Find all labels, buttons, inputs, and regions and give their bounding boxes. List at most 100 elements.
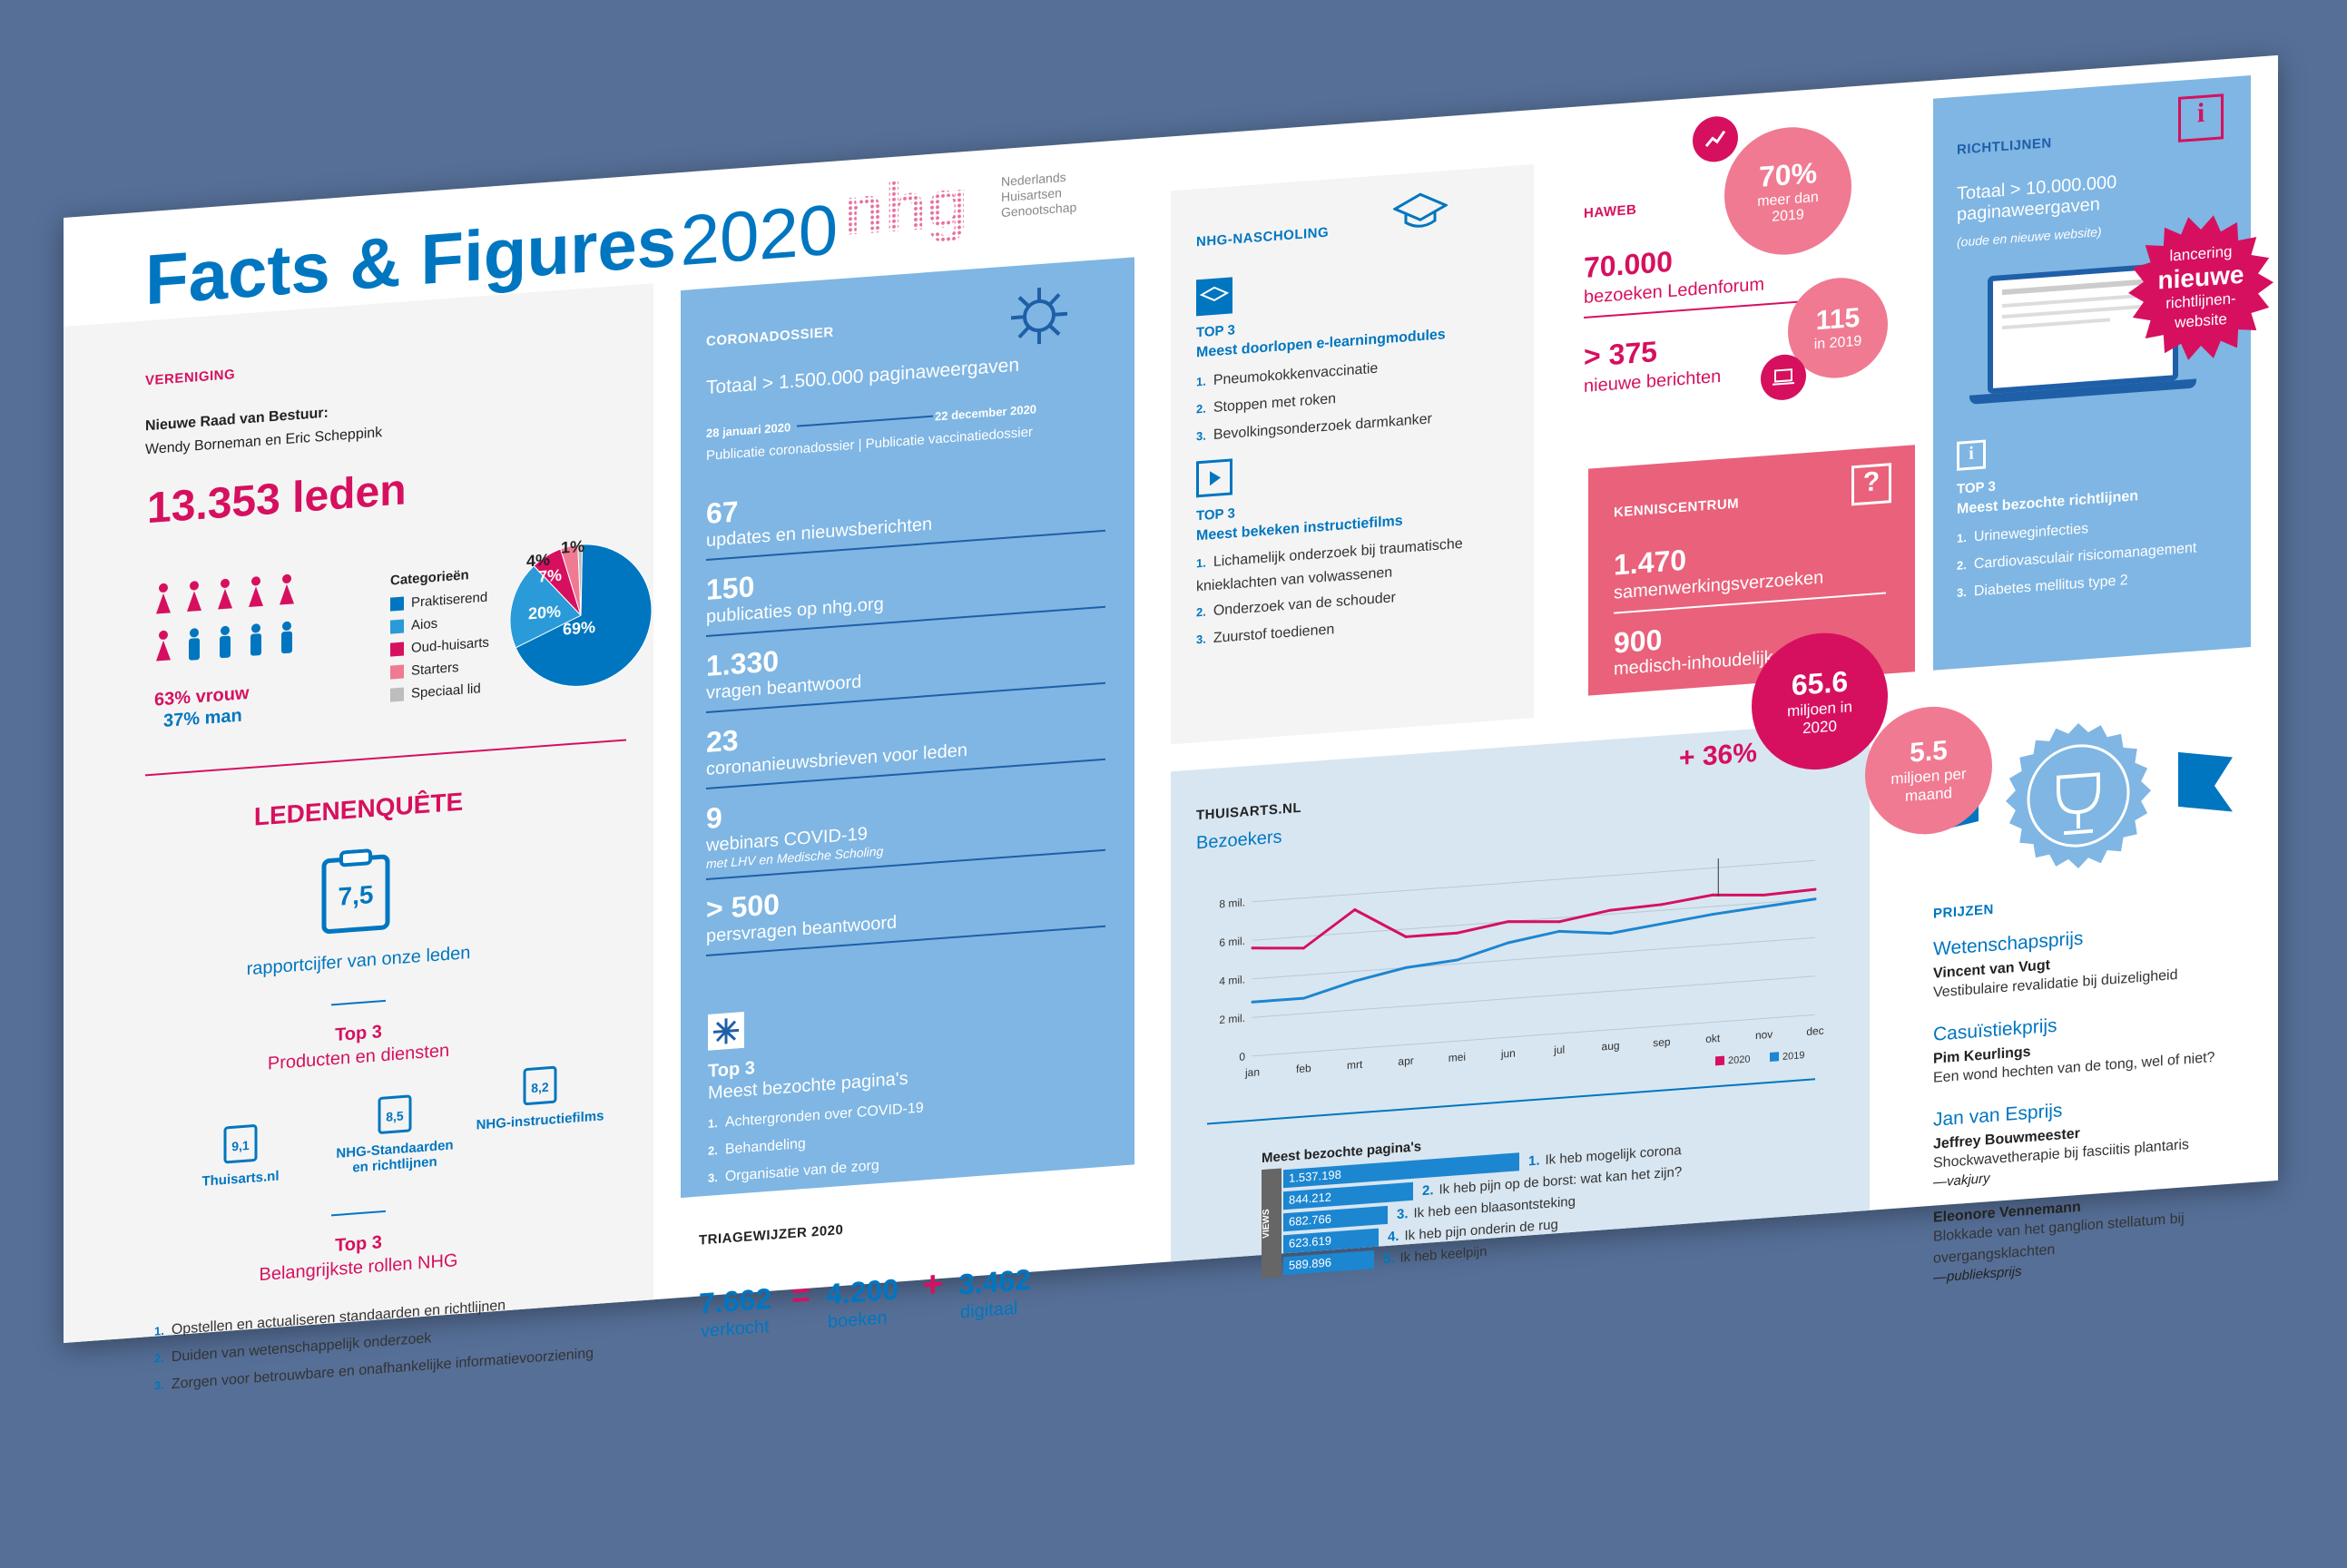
woman-icon — [156, 583, 171, 614]
stat-block: 150 publicaties op nhg.org — [706, 544, 1105, 638]
x-tick-label: dec — [1806, 1024, 1823, 1038]
series-line-2019 — [1252, 897, 1816, 1004]
circle-text: meer dan 2019 — [1757, 189, 1819, 225]
data-point — [1609, 908, 1613, 912]
logo-letters: nhg — [842, 164, 968, 250]
grid-line — [1252, 859, 1815, 903]
date-start: 28 januari 2020 — [706, 420, 791, 441]
legend-swatch — [1770, 1052, 1779, 1062]
members-pie-chart: 69%20% 7%4% 1% — [509, 537, 653, 687]
corona-pages-list: 1. Achtergronden over COVID-19 2. Behandel… — [708, 1094, 924, 1191]
categories-legend: Praktiserend Aios Oud-huisarts Starters Spec… — [390, 590, 489, 710]
woman-icon — [156, 630, 171, 662]
score-text: rapportcijfer van onze leden — [246, 943, 471, 980]
play-icon — [1196, 458, 1232, 498]
product-name: Thuisarts.nl — [201, 1168, 280, 1190]
nhg-logo: nhg Nederlands Huisartsen Genootschap — [842, 157, 1142, 260]
vereniging-label: VERENIGING — [145, 367, 236, 389]
leden-count: 13.353 leden — [147, 466, 407, 534]
prijzen-label: PRIJZEN — [1933, 901, 1994, 922]
info-icon: i — [2178, 93, 2224, 142]
richtlijnen-top3: TOP 3 — [1957, 478, 1996, 497]
data-point — [1507, 941, 1510, 945]
views-axis-label: VIEWS — [1262, 1168, 1282, 1279]
richtlijnen-label: RICHTLIJNEN — [1957, 135, 2052, 158]
kennis-label: KENNISCENTRUM — [1614, 495, 1740, 521]
x-tick-label: okt — [1705, 1032, 1721, 1045]
kennis-n1: 1.470 — [1614, 543, 1687, 582]
product-score: 8,5 — [386, 1108, 404, 1123]
rank: 3. — [1397, 1205, 1409, 1222]
prize-item: Wetenschapsprijs Vincent van Vugt Vestibul… — [1933, 916, 2242, 1004]
stat-block: > 500 persvragen beantwoord — [706, 863, 1105, 957]
circle-number: 115 — [1815, 302, 1861, 337]
richtlijnen-list: 1. Urineweginfecties 2. Cardiovasculair ri… — [1957, 507, 2196, 606]
woman-icon — [280, 573, 294, 605]
categories-title: Categorieën — [390, 567, 469, 589]
data-point — [1251, 1000, 1254, 1004]
triage-label: TRIAGEWIJZER 2020 — [699, 1221, 844, 1249]
data-point — [1353, 908, 1357, 912]
enquete-title: LEDENENQUÊTE — [253, 787, 464, 831]
prize-item: Jan van Esprijs Jeffrey Bouwmeester Shockw… — [1933, 1087, 2242, 1190]
legend-item: Aios — [390, 612, 489, 635]
circle-text: miljoen per maand — [1890, 765, 1967, 805]
graduation-cap-icon — [1393, 192, 1448, 228]
grid-line — [1252, 898, 1815, 941]
legend-label: Oud-huisarts — [411, 634, 489, 656]
stat-block: 23 coronanieuwsbrieven voor leden — [706, 696, 1105, 790]
pie-slice — [515, 544, 653, 687]
man-pct: 37% man — [163, 705, 242, 731]
chart-icon — [1693, 114, 1738, 164]
stat-block: 67 updates en nieuwsberichten — [706, 467, 1105, 562]
legend-label: Aios — [411, 615, 438, 633]
haweb-label: HAWEB — [1584, 201, 1637, 221]
legend-label: Praktiserend — [411, 589, 488, 611]
data-point — [1813, 897, 1817, 901]
question-icon: ? — [1851, 463, 1891, 506]
triage-b-text: boeken — [828, 1308, 888, 1333]
corona-top3: Top 3 — [708, 1058, 755, 1082]
data-point — [1455, 931, 1458, 935]
info-small-icon: i — [1957, 439, 1986, 471]
equals-sign: = — [791, 1275, 811, 1315]
data-point — [1507, 920, 1510, 924]
legend-swatch — [390, 687, 404, 702]
clipboard-icon: 7,5 — [319, 847, 392, 936]
people-icons — [156, 573, 294, 662]
legend-swatch — [390, 619, 404, 634]
nascholing-panel: NHG-NASCHOLING TOP 3 Meest doorlopen e-l… — [1171, 164, 1534, 745]
legend-label: 2020 — [1728, 1054, 1750, 1067]
legend-item: Praktiserend — [390, 590, 489, 612]
data-point — [1660, 922, 1664, 926]
infographic-sheet: Facts & Figures 2020 nhg Nederlands Huis… — [64, 54, 2278, 1393]
logo-graphic: nhg — [842, 164, 968, 250]
divider — [145, 739, 626, 777]
triage-a-number: 7.662 — [699, 1281, 772, 1320]
corona-stats: 67 updates en nieuwsberichten 150 publicati… — [706, 467, 1105, 969]
short-divider — [331, 999, 386, 1006]
triage-section: TRIAGEWIJZER 2020 7.662 verkocht = 4.200… — [699, 1200, 1134, 1342]
series-line-2020 — [1252, 887, 1816, 950]
pie-label: 69% — [563, 618, 595, 639]
thuisarts-panel: THUISARTS.NL Bezoekers + 36% 0 2 mil. 4 mi… — [1171, 720, 1870, 1279]
nascholing-label: NHG-NASCHOLING — [1196, 224, 1330, 250]
kennis-n2: 900 — [1614, 622, 1663, 660]
x-tick-label: mei — [1448, 1051, 1466, 1064]
x-tick-label: feb — [1296, 1062, 1311, 1075]
data-point — [1711, 913, 1714, 916]
data-point — [1660, 903, 1664, 906]
clipboard-icon: 8,2 — [523, 1065, 557, 1105]
triage-a-text: verkocht — [701, 1316, 770, 1342]
data-point — [1251, 946, 1254, 950]
product-item: 9,1 Thuisarts.nl — [172, 1116, 309, 1191]
prize-item: Eleonore Vennemann Blokkade van het gangl… — [1933, 1188, 2242, 1286]
data-point — [1763, 905, 1766, 908]
triage-c-number: 3.462 — [958, 1262, 1032, 1301]
x-tick-label: jul — [1553, 1044, 1565, 1057]
pie-slice — [577, 544, 584, 616]
title-year: 2020 — [680, 189, 839, 281]
y-tick-label: 0 — [1239, 1050, 1245, 1063]
laptop-icon — [1761, 353, 1806, 402]
y-tick-label: 6 mil. — [1219, 935, 1245, 949]
